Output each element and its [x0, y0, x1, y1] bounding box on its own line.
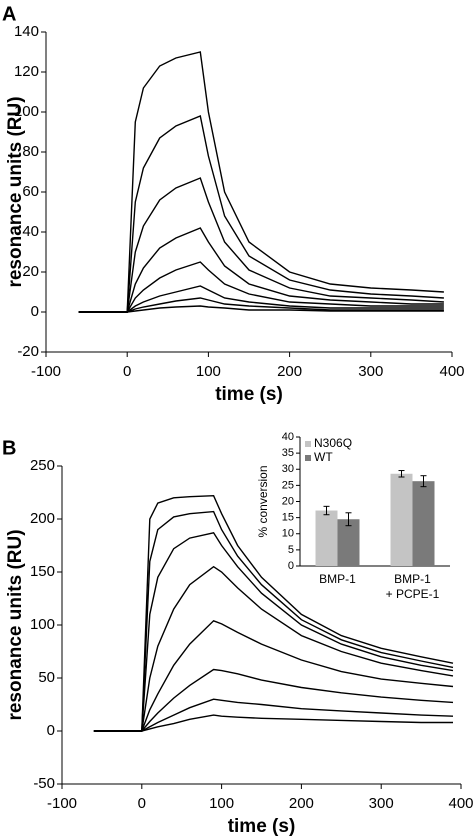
sensorgram-line: [93, 698, 454, 732]
x-tick-label: BMP-1: [394, 572, 431, 586]
x-tick-label: 0: [138, 795, 146, 812]
y-tick-label: -50: [33, 775, 55, 792]
error-bar: [420, 475, 427, 488]
y-tick-label: 250: [30, 457, 55, 474]
x-tick-label: 200: [277, 363, 302, 380]
y-tick-label: 40: [22, 223, 39, 240]
legend-label: N306Q: [314, 436, 352, 450]
bar: [390, 473, 413, 566]
x-tick-label: 400: [448, 795, 473, 812]
sensorgram-line: [78, 261, 444, 313]
x-tick-label: BMP-1: [319, 572, 356, 586]
x-tick-label: -100: [31, 363, 61, 380]
x-axis-title: time (s): [228, 816, 296, 837]
sensorgram-line: [78, 177, 444, 313]
sensorgram-line: [93, 532, 454, 732]
sensorgram-line: [78, 297, 444, 313]
y-tick-label: 15: [282, 512, 294, 524]
y-tick-label: 30: [282, 463, 294, 475]
x-tick-label: 100: [196, 363, 221, 380]
sensorgram-line: [78, 227, 444, 313]
sensorgram-line: [78, 51, 444, 313]
panel-label: A: [2, 3, 16, 25]
x-tick-label: 300: [358, 363, 383, 380]
y-tick-label: 100: [30, 616, 55, 633]
y-tick-label: 20: [282, 495, 294, 507]
y-tick-label: 40: [282, 431, 294, 443]
bar: [337, 519, 360, 566]
panel-label: B: [2, 437, 16, 459]
bar: [315, 510, 338, 566]
x-tick-label: 0: [123, 363, 131, 380]
sensorgram-line: [93, 510, 454, 732]
y-tick-label: 35: [282, 447, 294, 459]
y-tick-label: 150: [30, 563, 55, 580]
y-tick-label: 25: [282, 479, 294, 491]
y-axis-title: % conversion: [256, 465, 270, 537]
y-tick-label: 80: [22, 143, 39, 160]
y-tick-label: 120: [14, 63, 39, 80]
y-tick-label: -20: [17, 343, 39, 360]
y-tick-label: 5: [288, 544, 294, 556]
x-tick-label: -100: [47, 795, 77, 812]
sensorgram-line: [93, 668, 454, 732]
y-tick-label: 140: [14, 23, 39, 40]
error-bar: [323, 505, 330, 516]
sensorgram-line: [78, 305, 444, 313]
y-axis-title: resonance units (RU): [5, 96, 26, 287]
sensorgram-line: [93, 565, 454, 732]
x-tick-label: 400: [439, 363, 464, 380]
y-axis-title: resonance units (RU): [5, 529, 26, 720]
legend-swatch: [305, 441, 311, 447]
error-bar: [398, 470, 405, 478]
sensorgram-line: [78, 115, 444, 313]
y-tick-label: 0: [288, 560, 294, 572]
x-axis-title: time (s): [215, 384, 283, 405]
y-tick-label: 50: [38, 669, 55, 686]
y-tick-label: 200: [30, 510, 55, 527]
error-bar: [345, 512, 352, 527]
sensorgram-line: [93, 714, 453, 732]
sensorgram-line: [78, 285, 444, 313]
x-tick-label: 100: [209, 795, 234, 812]
sensorgram-line: [93, 619, 454, 732]
legend-label: WT: [314, 450, 333, 464]
y-tick-label: 60: [22, 183, 39, 200]
y-tick-label: 10: [282, 528, 294, 540]
y-tick-label: 100: [14, 103, 39, 120]
y-tick-label: 0: [31, 303, 39, 320]
x-tick-label: + PCPE-1: [386, 587, 440, 601]
bar: [412, 481, 435, 566]
legend-swatch: [305, 455, 311, 461]
y-tick-label: 20: [22, 263, 39, 280]
y-tick-label: 0: [47, 722, 55, 739]
sensorgram-line: [93, 494, 454, 732]
x-tick-label: 300: [369, 795, 394, 812]
x-tick-label: 200: [289, 795, 314, 812]
